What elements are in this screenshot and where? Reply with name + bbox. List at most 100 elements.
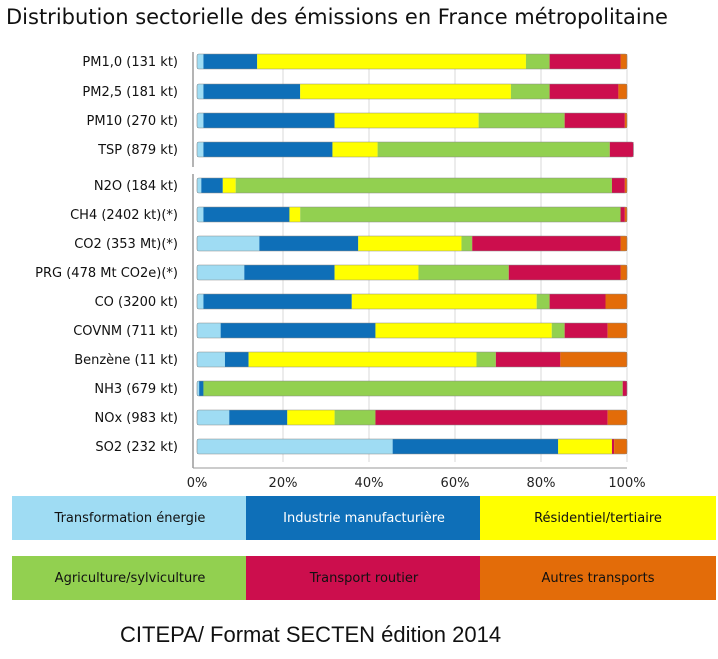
bar-segment — [334, 410, 376, 425]
bar-segment — [607, 323, 627, 338]
category-label: PM2,5 (181 kt) — [82, 85, 178, 100]
bar-outline — [196, 235, 628, 252]
bar-segment — [549, 54, 621, 69]
bar-segment — [549, 294, 606, 309]
bar-segment — [222, 178, 236, 193]
bar-outline — [196, 409, 628, 426]
category-label: CO (3200 kt) — [95, 295, 178, 310]
bar-segment — [611, 178, 625, 193]
x-tick-label: 80% — [527, 476, 556, 490]
bar-segment — [197, 178, 202, 193]
bar-outline — [196, 141, 634, 158]
bar-segment — [377, 142, 610, 157]
category-label: SO2 (232 kt) — [95, 440, 178, 455]
bar-segment — [620, 236, 627, 251]
bar-segment — [618, 84, 627, 99]
bar-segment — [560, 352, 627, 367]
category-label: COVNM (711 kt) — [73, 324, 178, 339]
bar-segment — [203, 207, 290, 222]
bar-segment — [289, 207, 301, 222]
bar-outline — [196, 206, 628, 223]
bar-segment — [525, 54, 550, 69]
x-tick-label: 60% — [441, 476, 470, 490]
stacked-bar-chart: PM1,0 (131 kt) PM2,5 (181 kt) PM10 (270 kt… — [35, 52, 646, 490]
bar-outline — [196, 351, 628, 368]
category-label: TSP (879 kt) — [97, 143, 178, 158]
legend-label: Transformation énergie — [54, 510, 206, 526]
bar-segment — [551, 323, 565, 338]
chart-title: Distribution sectorielle des émissions e… — [6, 5, 668, 29]
bar-segment — [257, 54, 526, 69]
bar-segment — [334, 113, 479, 128]
bar-segment — [224, 352, 249, 367]
legend-item: Autres transports — [480, 556, 716, 600]
legend-item: Agriculture/sylviculture — [12, 556, 248, 600]
bar-segment — [259, 236, 359, 251]
legend-item: Industrie manufacturière — [246, 496, 482, 540]
bar-outline — [196, 264, 628, 281]
bar-segment — [197, 294, 204, 309]
bar-segment — [624, 113, 627, 128]
bar-segment — [564, 323, 608, 338]
bar-segment — [351, 294, 537, 309]
bar-segment — [375, 410, 608, 425]
bar-segment — [203, 381, 623, 396]
category-label: NOx (983 kt) — [95, 411, 179, 426]
bar-segment — [229, 410, 288, 425]
x-tick-label: 0% — [187, 476, 208, 490]
category-label: CH4 (2402 kt)(*) — [70, 208, 178, 223]
bar-segment — [248, 352, 477, 367]
bar-outline — [196, 438, 628, 455]
bar-segment — [564, 113, 625, 128]
x-tick-label: 100% — [608, 476, 645, 490]
bar-segment — [418, 265, 509, 280]
bar-segment — [197, 410, 230, 425]
bar-segment — [235, 178, 612, 193]
bar-segment — [549, 84, 619, 99]
bar-segment — [624, 178, 627, 193]
legend-label: Agriculture/sylviculture — [54, 570, 206, 586]
bar-segment — [244, 265, 335, 280]
bar-segment — [605, 294, 627, 309]
bar-segment — [197, 236, 260, 251]
source-footer: CITEPA/ Format SECTEN édition 2014 — [120, 622, 502, 647]
bar-segment — [607, 410, 627, 425]
category-label: PM1,0 (131 kt) — [82, 55, 178, 70]
bar-segment — [624, 207, 627, 222]
category-label: CO2 (353 Mt)(*) — [74, 237, 178, 252]
bar-segment — [611, 439, 615, 454]
bar-segment — [508, 265, 621, 280]
bar-outline — [196, 112, 628, 129]
category-label: Benzène (11 kt) — [74, 353, 178, 368]
bar-segment — [300, 84, 511, 99]
category-label: PM10 (270 kt) — [87, 114, 178, 129]
bar-segment — [203, 142, 333, 157]
bar-segment — [197, 352, 225, 367]
bar-segment — [197, 381, 200, 396]
bar-outline — [196, 177, 628, 194]
bar-segment — [472, 236, 621, 251]
bar-segment — [203, 54, 258, 69]
bar-segment — [332, 142, 378, 157]
bar-segment — [199, 381, 204, 396]
bar-segment — [558, 439, 612, 454]
legend-item: Résidentiel/tertiaire — [480, 496, 716, 540]
bar-segment — [392, 439, 559, 454]
bar-segment — [614, 439, 627, 454]
legend-label: Transport routier — [309, 570, 419, 586]
x-tick-label: 40% — [355, 476, 384, 490]
bar-segment — [609, 142, 634, 157]
bar-segment — [197, 265, 245, 280]
category-labels: PM1,0 (131 kt) PM2,5 (181 kt) PM10 (270 kt… — [35, 55, 178, 455]
bar-outline — [196, 293, 628, 310]
bar-segment — [510, 84, 550, 99]
axis — [192, 52, 627, 469]
bar-segment — [334, 265, 419, 280]
bar-outline — [196, 322, 628, 339]
bar-segment — [620, 54, 627, 69]
bar-segment — [461, 236, 473, 251]
bar-segment — [220, 323, 376, 338]
bar-segment — [203, 113, 335, 128]
bar-segment — [478, 113, 565, 128]
bar-segment — [620, 265, 627, 280]
